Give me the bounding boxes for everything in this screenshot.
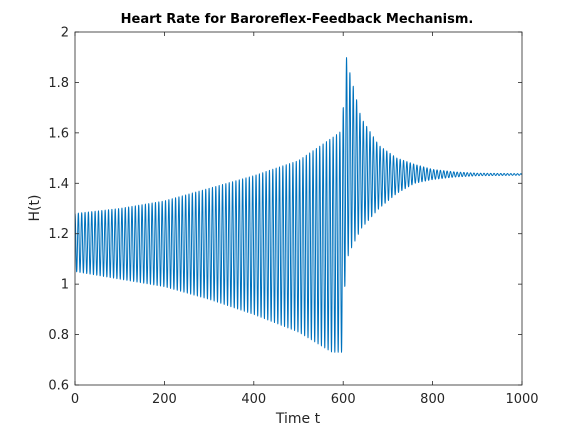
x-tick-label: 1000 (505, 392, 538, 407)
y-tick-label: 1 (61, 278, 69, 293)
y-tick-label: 1.8 (48, 76, 69, 91)
x-tick-label: 800 (420, 392, 445, 407)
y-tick-label: 0.8 (48, 328, 69, 343)
y-tick-label: 0.6 (48, 379, 69, 394)
x-tick-label: 400 (241, 392, 266, 407)
x-axis-label: Time t (275, 411, 321, 427)
axis-ticks: 0 200 400 600 800 1000 0.6 0.8 1 1.2 1.4 1.6 1.8 2 (48, 26, 538, 408)
y-axis-label: H(t) (27, 195, 43, 222)
x-tick-label: 0 (71, 392, 79, 407)
y-tick-label: 1.2 (48, 227, 69, 242)
plot-area (74, 31, 523, 386)
y-tick-label: 1.4 (48, 177, 69, 192)
y-tick-label: 2 (61, 26, 69, 41)
y-tick-label: 1.6 (48, 126, 69, 141)
x-tick-label: 200 (152, 392, 177, 407)
x-tick-label: 600 (331, 392, 356, 407)
heart-rate-series-line (75, 57, 522, 353)
chart-title: Heart Rate for Baroreflex-Feedback Mecha… (121, 12, 474, 27)
